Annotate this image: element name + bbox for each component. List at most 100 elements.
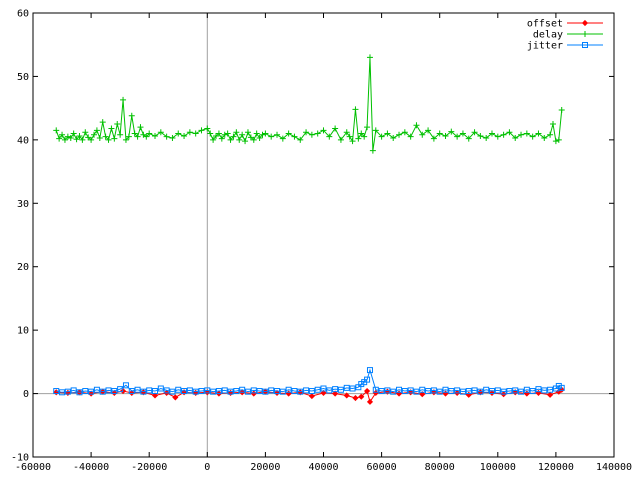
jitter-point: [390, 388, 397, 395]
delay-point: [500, 131, 507, 138]
offset-point: [111, 389, 118, 397]
delay-point: [279, 135, 286, 142]
delay-point: [117, 131, 124, 138]
offset-point: [88, 390, 95, 397]
jitter-point: [93, 386, 100, 393]
jitter-point: [239, 386, 246, 393]
y-tick-label: -10: [11, 453, 29, 464]
jitter-point: [465, 388, 472, 395]
delay-point: [558, 107, 565, 114]
delay-point: [471, 129, 478, 136]
delay-point: [85, 134, 92, 141]
delay-point: [157, 129, 164, 136]
jitter-point: [198, 388, 205, 395]
jitter-point: [291, 388, 298, 395]
series-delay: [53, 54, 565, 154]
delay-point: [535, 130, 542, 137]
delay-point: [204, 125, 211, 132]
jitter-point: [169, 388, 176, 395]
delay-point: [224, 130, 231, 137]
delay-point: [76, 133, 83, 140]
jitter-point: [401, 388, 408, 395]
delay-point: [259, 131, 266, 138]
delay-point: [488, 130, 495, 137]
delay-point: [361, 133, 368, 140]
x-tick-label: 120000: [538, 462, 574, 473]
delay-point: [215, 130, 222, 137]
delay-point: [419, 131, 426, 138]
offset-point: [366, 398, 374, 405]
delay-point: [378, 133, 385, 140]
delay-point: [364, 124, 371, 131]
jitter-point: [535, 386, 542, 393]
delay-point: [459, 130, 466, 137]
delay-point: [346, 133, 353, 140]
delay-point: [61, 136, 68, 143]
delay-point: [213, 133, 220, 140]
jitter-point: [204, 387, 211, 394]
delay-point: [70, 130, 77, 137]
jitter-point: [122, 382, 129, 389]
y-tick-label: 40: [17, 135, 29, 146]
delay-point: [111, 135, 118, 142]
delay-point: [64, 133, 71, 140]
jitter-point: [430, 387, 437, 394]
jitter-point: [488, 388, 495, 395]
offset-point: [250, 390, 257, 397]
jitter-point: [117, 386, 124, 393]
offset-point: [273, 389, 281, 397]
jitter-point: [518, 388, 525, 395]
x-tick-label: -60000: [15, 462, 51, 473]
jitter-point: [372, 386, 379, 393]
delay-point: [454, 133, 461, 140]
delay-point: [349, 138, 356, 145]
jitter-point: [53, 388, 60, 395]
delay-point: [244, 129, 251, 136]
delay-point: [114, 121, 121, 127]
legend-marker-jitter: [582, 42, 588, 48]
delay-point: [477, 133, 484, 140]
delay-point: [59, 131, 66, 138]
legend-label-delay: delay: [533, 30, 563, 41]
y-tick-label: 0: [23, 389, 29, 400]
x-tick-label: 100000: [480, 462, 516, 473]
jitter-point: [547, 386, 554, 393]
delay-point: [506, 129, 513, 136]
delay-point: [207, 130, 214, 137]
delay-point: [137, 124, 144, 131]
delay-point: [253, 130, 260, 137]
delay-point: [227, 136, 234, 143]
delay-point: [93, 127, 100, 134]
jitter-point: [70, 387, 77, 394]
jitter-point: [378, 388, 385, 395]
jitter-point: [407, 387, 414, 394]
jitter-point: [105, 387, 112, 394]
jitter-point: [134, 386, 141, 393]
jitter-point: [419, 386, 426, 393]
x-tick-label: 40000: [308, 462, 338, 473]
delay-point: [555, 136, 562, 143]
jitter-point: [326, 387, 333, 394]
delay-point: [125, 133, 132, 140]
jitter-point: [268, 387, 275, 394]
offset-point: [364, 387, 371, 395]
delay-point: [181, 133, 188, 140]
legend-label-offset: offset: [527, 19, 563, 30]
y-tick-label: 10: [17, 326, 29, 337]
jitter-point: [76, 389, 83, 396]
jitter-point: [152, 388, 159, 395]
delay-point: [297, 136, 304, 143]
delay-point: [425, 127, 432, 134]
delay-point: [369, 147, 376, 154]
jitter-point: [285, 386, 292, 393]
legend-marker-offset: [581, 19, 589, 27]
jitter-point: [454, 387, 461, 394]
jitter-point: [384, 387, 391, 394]
jitter-point: [227, 388, 234, 395]
delay-point: [146, 130, 153, 137]
jitter-point: [349, 385, 356, 392]
delay-point: [442, 133, 449, 140]
delay-point: [384, 130, 391, 137]
